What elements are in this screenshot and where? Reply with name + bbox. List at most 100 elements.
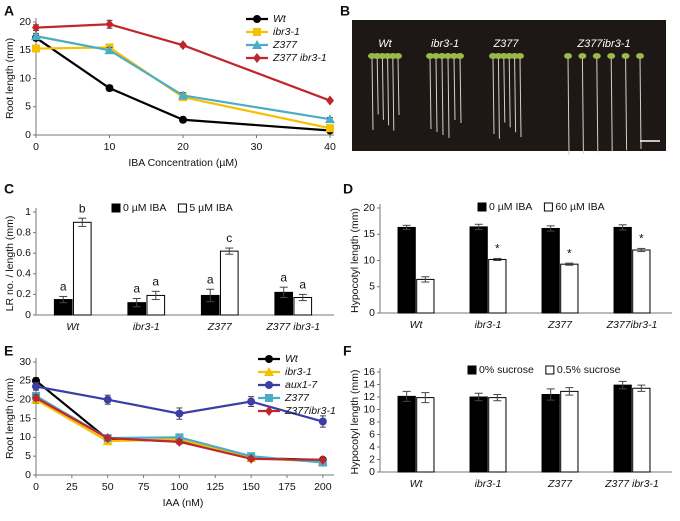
marker bbox=[105, 84, 114, 93]
photo-label: Wt bbox=[378, 38, 392, 50]
error-bar bbox=[225, 247, 234, 255]
root bbox=[392, 57, 395, 131]
y-axis-title: LR no. / length (mm) bbox=[4, 216, 16, 312]
x-tick-label: ibr3-1 bbox=[133, 321, 160, 333]
x-tick-label: Z377 ibr3-1 bbox=[604, 478, 659, 490]
cotyledon bbox=[450, 53, 458, 59]
bar-annotation: a bbox=[60, 280, 67, 294]
cotyledon bbox=[426, 53, 434, 59]
root bbox=[610, 57, 613, 152]
legend-marker bbox=[265, 355, 273, 363]
root bbox=[376, 57, 379, 115]
marker bbox=[178, 90, 188, 100]
error-bar bbox=[206, 288, 215, 303]
y-axis-title: Root length (mm) bbox=[4, 378, 16, 459]
bar bbox=[632, 249, 651, 314]
cotyledon bbox=[578, 53, 587, 59]
cotyledon bbox=[607, 53, 616, 59]
x-tick-label: Wt bbox=[66, 321, 80, 333]
legend-swatch bbox=[545, 365, 555, 375]
legend-marker bbox=[253, 53, 261, 63]
seedling-photo bbox=[352, 20, 666, 151]
y-tick-label: 20 bbox=[19, 393, 31, 405]
bar bbox=[613, 226, 632, 314]
root bbox=[387, 57, 390, 126]
error-bar bbox=[546, 225, 555, 232]
photo-content: Wt ibr3-1 Z377 Z377ibr3-1 bbox=[368, 38, 644, 156]
photo-label: ibr3-1 bbox=[431, 38, 459, 50]
legend-marker bbox=[265, 394, 273, 402]
x-tick-label: ibr3-1 bbox=[475, 319, 502, 331]
y-tick-label: 0.8 bbox=[16, 226, 31, 238]
cotyledon bbox=[432, 53, 440, 59]
y-tick-label: 30 bbox=[19, 356, 31, 368]
y-tick-label: 15 bbox=[19, 44, 31, 56]
error-bar bbox=[474, 392, 483, 402]
y-tick-label: 20 bbox=[363, 202, 375, 214]
root bbox=[567, 57, 570, 156]
legend-label: 0.5% sucrose bbox=[557, 364, 621, 376]
bar-annotation: * bbox=[495, 242, 500, 256]
error-bar bbox=[618, 224, 627, 231]
legend-marker bbox=[264, 367, 274, 376]
error-bar bbox=[493, 257, 502, 261]
legend-label: 60 µM IBA bbox=[555, 201, 604, 213]
legend-marker bbox=[265, 381, 273, 389]
y-tick-label: 2 bbox=[369, 453, 375, 465]
root bbox=[435, 57, 438, 133]
y-axis-title: Hypocotyl length (mm) bbox=[349, 208, 361, 313]
x-tick-label: Z377 bbox=[207, 321, 233, 333]
error-bar bbox=[565, 387, 574, 396]
photo-label: Z377ibr3-1 bbox=[576, 38, 630, 50]
legend-marker bbox=[252, 40, 262, 49]
x-tick-label: 50 bbox=[102, 481, 114, 493]
x-tick-label: 0 bbox=[33, 141, 39, 153]
bar-annotation: a bbox=[133, 282, 140, 296]
y-tick-label: 0 bbox=[369, 466, 375, 478]
marker bbox=[105, 19, 114, 30]
x-tick-label: 30 bbox=[251, 141, 263, 153]
y-tick-label: 0 bbox=[25, 469, 31, 481]
marker bbox=[326, 124, 334, 133]
legend-swatch bbox=[111, 203, 121, 213]
x-tick-label: 40 bbox=[324, 141, 336, 153]
bar-annotation: * bbox=[639, 232, 644, 246]
marker bbox=[179, 115, 187, 124]
bar bbox=[397, 226, 416, 314]
bar-annotation: a bbox=[207, 272, 214, 286]
y-tick-label: 0 bbox=[25, 309, 31, 321]
root bbox=[459, 57, 462, 124]
cotyledon bbox=[636, 53, 644, 59]
y-tick-label: 10 bbox=[19, 72, 31, 84]
bar bbox=[560, 263, 579, 314]
error-bar bbox=[421, 392, 430, 404]
y-tick-label: 6 bbox=[369, 428, 375, 440]
root bbox=[625, 57, 628, 151]
bar-annotation: a bbox=[152, 274, 159, 288]
marker bbox=[175, 436, 184, 447]
legend-label: Z377ibr3-1 bbox=[284, 405, 336, 417]
error-bar bbox=[637, 384, 646, 392]
series-line bbox=[35, 35, 331, 121]
legend-label: Z377 bbox=[284, 392, 310, 404]
marker bbox=[247, 397, 256, 406]
bar-annotation: a bbox=[280, 270, 287, 284]
root bbox=[503, 57, 506, 123]
series-line bbox=[35, 394, 323, 464]
bar bbox=[469, 396, 488, 473]
panel-letter: C bbox=[4, 181, 14, 197]
y-tick-label: 10 bbox=[19, 431, 31, 443]
root bbox=[397, 57, 400, 116]
marker bbox=[326, 95, 334, 106]
bar bbox=[488, 258, 507, 314]
root bbox=[453, 57, 456, 121]
legend-label: ibr3-1 bbox=[285, 366, 312, 378]
root bbox=[519, 57, 522, 138]
root bbox=[429, 57, 432, 130]
error-bar bbox=[421, 276, 430, 283]
legend-label: 0 µM IBA bbox=[123, 202, 166, 214]
series-line bbox=[35, 23, 331, 102]
x-tick-label: 75 bbox=[138, 481, 150, 493]
root bbox=[447, 57, 450, 139]
legend-label: Z377 ibr3-1 bbox=[272, 52, 327, 64]
